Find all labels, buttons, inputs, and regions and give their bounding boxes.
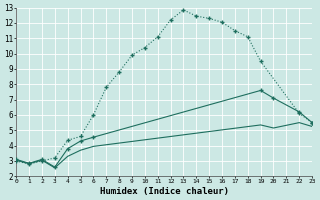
X-axis label: Humidex (Indice chaleur): Humidex (Indice chaleur) (100, 187, 228, 196)
